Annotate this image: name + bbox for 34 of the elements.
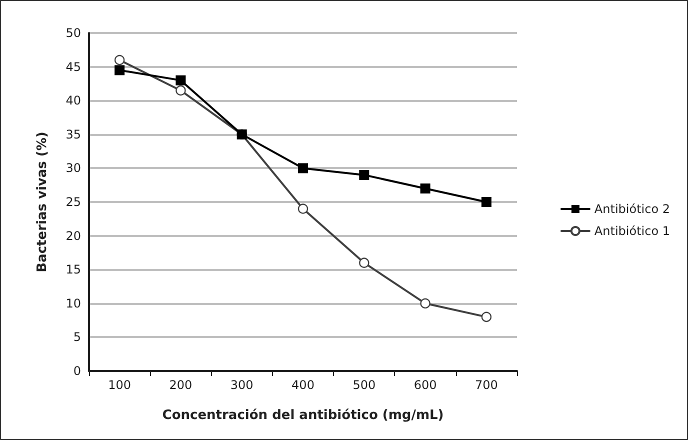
legend-label: Antibiótico 1: [594, 224, 670, 238]
point: [481, 197, 492, 207]
point: [298, 163, 308, 174]
x-axis-title: Concentración del antibiótico (mg/mL): [162, 408, 444, 423]
y-tick-label: 15: [66, 262, 81, 277]
point: [114, 65, 125, 76]
y-tick-label: 45: [66, 60, 81, 74]
x-tick-label: 100: [108, 378, 132, 392]
y-tick-label: 0: [73, 364, 81, 378]
y-tick-label: 50: [66, 26, 81, 40]
legend-label: Antibiótico 2: [594, 202, 670, 216]
y-tick-label: 35: [66, 127, 81, 142]
x-tick-label: 200: [169, 378, 192, 392]
point: [481, 312, 492, 322]
point: [114, 54, 125, 66]
x-tick-label: 600: [414, 378, 437, 392]
y-tick-label: 30: [66, 161, 81, 176]
point: [298, 204, 308, 214]
x-tick-label: 300: [230, 378, 254, 392]
x-tick-label: 700: [474, 378, 498, 392]
y-tick-label: 5: [73, 330, 81, 344]
x-tick-label: 500: [352, 378, 376, 392]
point: [359, 258, 370, 268]
point: [420, 183, 430, 194]
x-tick-label: 400: [292, 378, 314, 392]
y-tick-label: 25: [66, 195, 81, 209]
point: [359, 170, 370, 180]
point: [176, 85, 186, 96]
y-tick-label: 10: [66, 296, 81, 310]
y-axis-title: Bacterias vivas (%): [35, 132, 50, 272]
point: [420, 298, 430, 308]
y-tick-label: 20: [66, 228, 81, 243]
point: [176, 75, 186, 86]
y-tick-label: 40: [66, 94, 81, 108]
